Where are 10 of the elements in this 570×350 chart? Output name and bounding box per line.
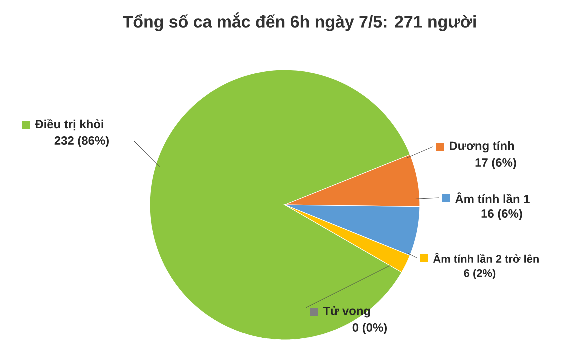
data-label: 6 (2%) (464, 269, 496, 280)
legend-label: Điều trị khỏi (35, 119, 104, 131)
text: 0 (0%) (352, 323, 388, 334)
legend-label: Dương tính (450, 141, 514, 153)
data-label: 16 (6%) (482, 209, 522, 220)
legend-label: Âm tính lần 2 trở lên (433, 253, 539, 263)
legend-label: Âm tính lần 1 (456, 192, 530, 204)
chart-title: Tổng số ca mắc đến 6h ngày 7/5: 271 người (123, 12, 476, 32)
data-label: 17 (6%) (476, 158, 516, 170)
data-label: 232 (86%) (54, 136, 109, 148)
